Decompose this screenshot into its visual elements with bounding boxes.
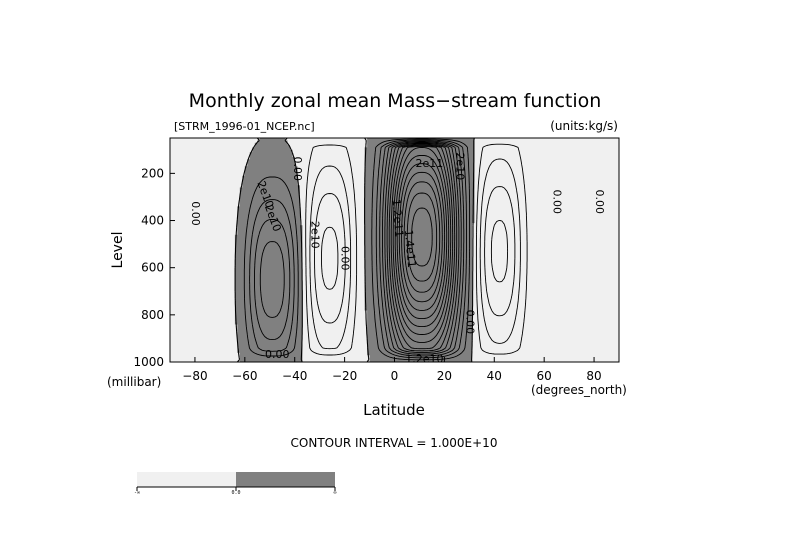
y-tick-label: 800 <box>141 308 164 322</box>
contour-label: 1.2e10 <box>405 353 443 366</box>
colorbar-label-zero: 0.0 <box>231 490 240 496</box>
positive-contour <box>394 147 450 328</box>
positive-contour <box>386 143 458 352</box>
colorbar-negative-swatch <box>137 472 236 487</box>
y-axis-label: Level <box>110 232 126 269</box>
negative-contour <box>321 219 509 290</box>
y-axis: 200 400 600 800 1000 <box>133 166 175 369</box>
y-tick-label: 600 <box>141 261 164 275</box>
positive-contour <box>243 138 471 361</box>
contour-label: 0.00 <box>189 201 202 226</box>
x-axis: −80 −60 −40 −20 0 20 40 60 80 <box>182 357 602 383</box>
contour-label: 2e10 <box>453 152 466 180</box>
x-axis-units: (degrees_north) <box>531 383 627 397</box>
negative-contour <box>309 158 521 350</box>
negative-contour <box>314 186 516 324</box>
x-tick-label: −80 <box>182 369 207 383</box>
positive-contour <box>249 139 467 359</box>
contour-label: 1.2e11 <box>389 199 405 238</box>
positive-shading <box>234 138 475 363</box>
shading-layer <box>170 138 619 363</box>
positive-contour <box>390 145 454 343</box>
x-axis-label: Latitude <box>363 401 425 419</box>
positive-contour <box>392 146 452 335</box>
contour-label: 0.00 <box>265 348 290 361</box>
contour-lines <box>170 137 619 363</box>
positive-contour <box>384 142 460 353</box>
y-tick-label: 1000 <box>133 355 164 369</box>
contour-label: 0.00 <box>339 246 352 271</box>
contour-label: 1.4e11 <box>402 229 418 268</box>
positive-contour <box>254 140 465 357</box>
positive-contour <box>401 171 443 303</box>
contour-label: 0.00 <box>463 310 476 335</box>
colorbar-label-neg: -∞ <box>134 490 140 496</box>
x-tick-label: 0 <box>391 369 399 383</box>
colorbar-label-pos: ∞ <box>333 490 336 496</box>
contour-interval-text: CONTOUR INTERVAL = 1.000E+10 <box>291 436 498 450</box>
x-tick-label: 80 <box>586 369 601 383</box>
chart-subtitle-file: [STRM_1996-01_NCEP.nc] <box>174 120 315 133</box>
negative-contour <box>305 143 528 356</box>
y-tick-label: 400 <box>141 214 164 228</box>
chart-subtitle-units: (units:kg/s) <box>550 119 618 133</box>
plot-area: 0.000.002e102e102e100.000.001.2e111.4e11… <box>169 137 620 366</box>
positive-contour <box>396 154 448 320</box>
positive-contour <box>388 144 456 350</box>
positive-contour <box>403 181 441 293</box>
positive-contour <box>411 207 433 267</box>
positive-contour <box>398 163 446 311</box>
x-tick-label: 20 <box>437 369 452 383</box>
y-tick-label: 200 <box>141 166 164 180</box>
contour-label: 2e10 <box>309 221 322 249</box>
contour-label: 2e11 <box>416 157 444 170</box>
contour-label: 0.00 <box>593 189 606 214</box>
contour-label: 0.00 <box>291 156 304 181</box>
colorbar-positive-swatch <box>236 472 335 487</box>
x-tick-label: −60 <box>232 369 257 383</box>
y-axis-units: (millibar) <box>107 375 161 389</box>
x-tick-label: −40 <box>282 369 307 383</box>
colorbar: -∞ 0.0 ∞ <box>134 472 337 496</box>
positive-contour <box>406 192 438 282</box>
x-tick-label: 60 <box>537 369 552 383</box>
chart-title: Monthly zonal mean Mass−stream function <box>189 90 602 112</box>
x-tick-label: −20 <box>332 369 357 383</box>
positive-contour <box>259 141 462 355</box>
x-tick-label: 40 <box>487 369 502 383</box>
contour-label: 0.00 <box>551 189 564 214</box>
